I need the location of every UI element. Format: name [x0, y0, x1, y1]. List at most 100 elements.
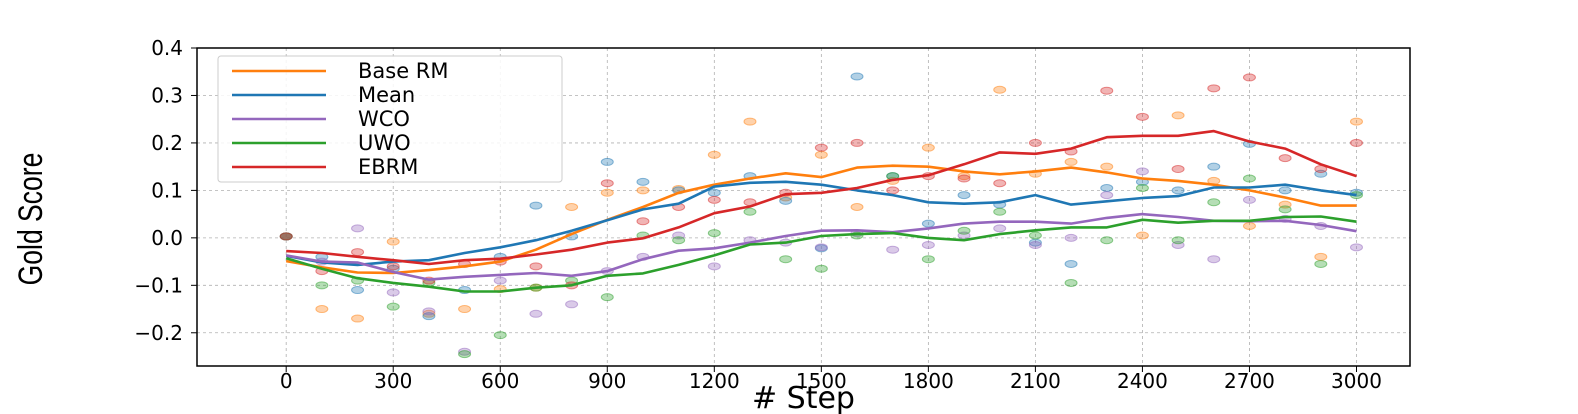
legend-label-wco: WCO — [358, 107, 410, 131]
mean-scatter-point — [1100, 184, 1114, 193]
wco-scatter-point — [565, 300, 579, 309]
x-tick-label: 2100 — [1010, 369, 1061, 393]
uwo-scatter-point — [1207, 198, 1221, 207]
wco-scatter-point — [1135, 167, 1149, 176]
ebrm-scatter-point — [1242, 73, 1256, 82]
base-rm-scatter-point — [565, 203, 579, 211]
base-rm-scatter-point — [1064, 157, 1078, 166]
wco-scatter-point — [1100, 191, 1114, 200]
base-rm-scatter-point — [850, 203, 864, 211]
ebrm-scatter-point — [636, 217, 650, 226]
uwo-scatter-point — [1171, 236, 1185, 245]
mean-scatter-point — [1064, 259, 1078, 268]
wco-scatter-point — [886, 245, 900, 254]
legend-label-uwo: UWO — [358, 131, 411, 155]
uwo-scatter-point — [600, 293, 614, 302]
legend-box — [217, 55, 563, 183]
uwo-scatter-point — [386, 302, 400, 311]
x-tick-label: 2400 — [1117, 369, 1168, 393]
uwo-scatter-point — [993, 207, 1007, 216]
uwo-scatter-point — [1278, 205, 1292, 214]
ebrm-line — [286, 129, 1357, 266]
uwo-scatter-point — [814, 264, 828, 273]
wco-scatter-point — [1242, 195, 1256, 204]
y-tick-label: 0.2 — [151, 131, 183, 155]
ebrm-scatter-point — [886, 186, 900, 195]
wco-scatter-point — [1064, 233, 1078, 242]
base-rm-scatter-point — [1349, 117, 1363, 126]
uwo-scatter-point — [957, 226, 971, 235]
x-tick-label: 2700 — [1224, 369, 1275, 393]
ebrm-scatter-point — [993, 179, 1007, 188]
y-axis-title: Gold Score — [12, 153, 50, 286]
series-lines — [285, 129, 1357, 293]
uwo-scatter-point — [1135, 184, 1149, 193]
ebrm-scatter-point — [1028, 138, 1042, 147]
x-tick-label: 1500 — [796, 369, 847, 393]
wco-scatter-point — [1028, 240, 1042, 249]
axis-ticks: 0 300 600 900 1200 1500 1800 2100 2400 2700 3000 −0… — [134, 36, 1382, 393]
uwo-scatter-point — [672, 236, 686, 245]
base-rm-scatter-point — [1135, 231, 1149, 240]
ebrm-scatter-point — [386, 262, 400, 271]
base-rm-line — [285, 164, 1357, 275]
mean-scatter-point — [779, 196, 793, 205]
ebrm-scatter-point — [279, 232, 293, 241]
base-rm-scatter-point — [707, 150, 721, 159]
uwo-scatter-point — [458, 350, 472, 359]
legend-label-mean: Mean — [358, 83, 415, 107]
legend-label-ebrm: EBRM — [358, 155, 418, 179]
y-tick-label: 0.3 — [151, 83, 183, 107]
uwo-scatter-point — [743, 207, 757, 216]
wco-scatter-point — [422, 307, 436, 316]
x-tick-label: 1800 — [903, 369, 954, 393]
uwo-scatter-point — [779, 255, 793, 264]
uwo-scatter-point — [315, 281, 329, 290]
wco-scatter-point — [493, 276, 507, 285]
uwo-scatter-point — [1028, 231, 1042, 240]
wco-scatter-point — [529, 309, 543, 318]
uwo-scatter-point — [707, 229, 721, 238]
base-rm-scatter-point — [600, 188, 614, 197]
base-rm-scatter-point — [386, 237, 400, 246]
grid — [197, 47, 1410, 366]
uwo-scatter-point — [1064, 278, 1078, 287]
base-rm-scatter-point — [458, 305, 472, 314]
wco-scatter-point — [814, 243, 828, 252]
y-tick-label: 0.4 — [151, 36, 183, 60]
mean-scatter-point — [957, 191, 971, 200]
mean-scatter-point — [600, 157, 614, 166]
base-rm-scatter-point — [1314, 252, 1328, 261]
base-rm-scatter-point — [993, 85, 1007, 94]
x-tick-label: 300 — [374, 369, 412, 393]
ebrm-scatter-point — [1207, 84, 1221, 93]
wco-scatter-point — [386, 288, 400, 297]
mean-scatter-point — [707, 188, 721, 197]
wco-scatter-point — [351, 224, 365, 233]
y-tick-label: 0.0 — [151, 226, 183, 250]
uwo-scatter-point — [1242, 174, 1256, 183]
x-tick-label: 600 — [481, 369, 519, 393]
ebrm-scatter-point — [707, 195, 721, 204]
uwo-scatter-point — [1100, 236, 1114, 245]
x-axis-title: # Step — [752, 381, 855, 414]
wco-scatter-point — [707, 262, 721, 271]
base-rm-scatter-point — [921, 143, 935, 152]
wco-scatter-point — [993, 224, 1007, 233]
mean-scatter-point — [850, 72, 864, 81]
ebrm-scatter-point — [850, 138, 864, 147]
ebrm-scatter-point — [1278, 154, 1292, 163]
ebrm-scatter-point — [351, 248, 365, 257]
mean-scatter-point — [921, 219, 935, 228]
uwo-scatter-point — [1314, 259, 1328, 268]
wco-scatter-point — [458, 347, 472, 356]
base-rm-scatter-point — [351, 314, 365, 323]
mean-scatter-point — [1207, 162, 1221, 171]
mean-line — [285, 180, 1357, 267]
plot-area — [196, 47, 1411, 367]
base-rm-scatter-point — [743, 117, 757, 126]
uwo-scatter-point — [921, 255, 935, 264]
ebrm-scatter-point — [1349, 138, 1363, 147]
uwo-line — [285, 215, 1357, 293]
